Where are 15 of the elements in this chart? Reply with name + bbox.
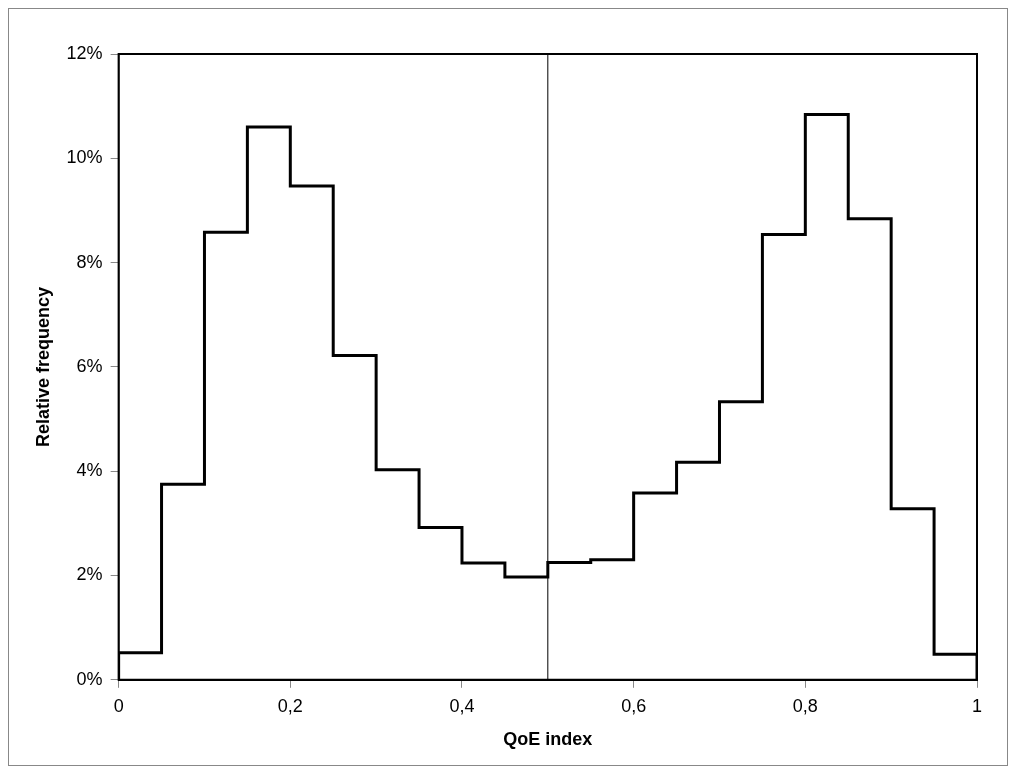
y-tick-label: 2% (76, 564, 103, 585)
y-tick-label: 0% (76, 668, 103, 689)
y-tick-label: 10% (66, 147, 103, 168)
y-tick-label: 4% (76, 460, 103, 481)
x-tick-label: 0 (113, 695, 124, 716)
y-tick-label: 12% (66, 42, 103, 63)
x-tick-label: 0,6 (621, 695, 647, 716)
y-axis-title: Relative frequency (32, 286, 53, 447)
x-tick-label: 0,4 (449, 695, 475, 716)
x-tick-label: 1 (971, 695, 983, 716)
x-axis-title: QoE index (503, 729, 593, 750)
y-tick-label: 6% (76, 355, 103, 376)
x-tick-label: 0,8 (792, 695, 818, 716)
y-tick-label: 8% (76, 251, 103, 272)
x-tick-label: 0,2 (277, 695, 303, 716)
